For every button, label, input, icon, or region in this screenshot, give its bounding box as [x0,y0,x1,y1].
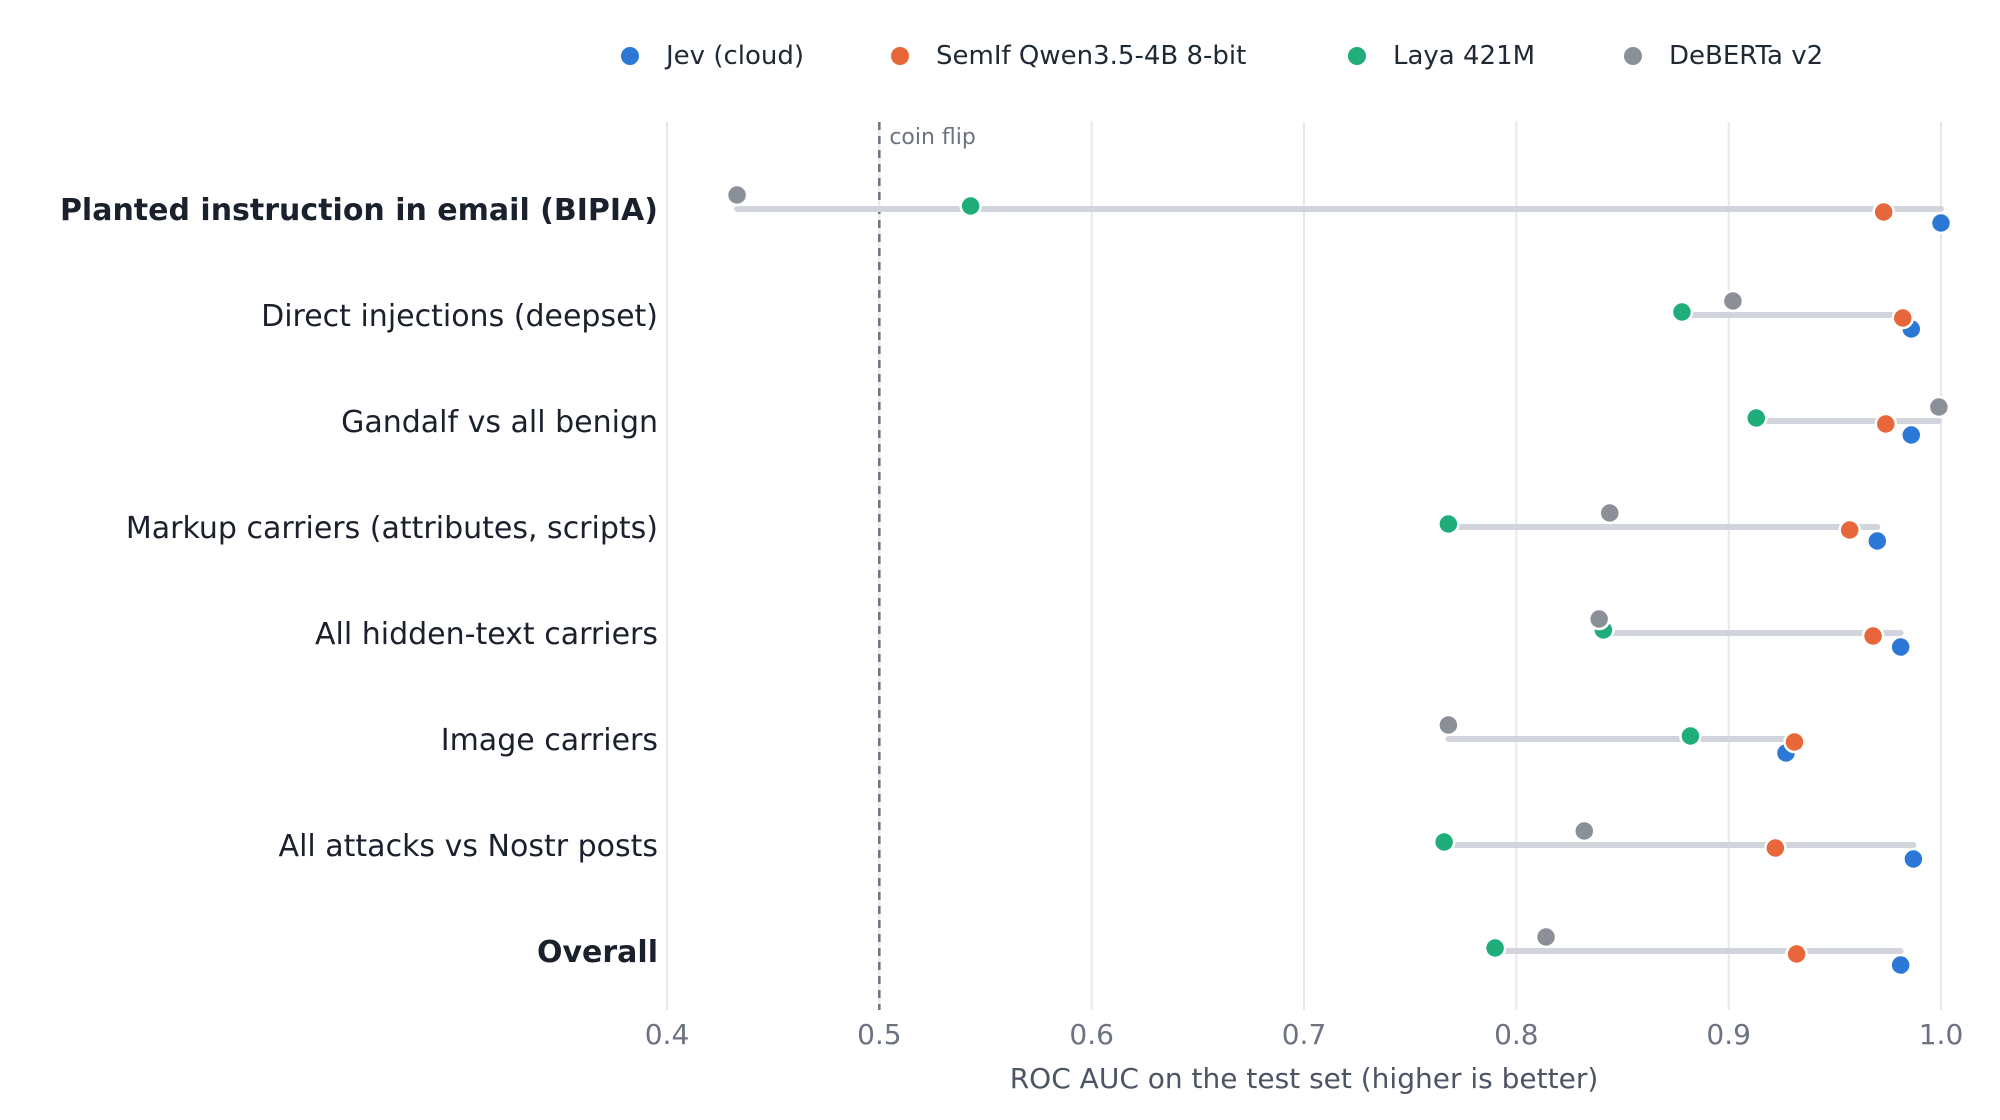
point-jev-cloud- [1900,423,1923,447]
point-semif-qwen3-5-4b-8-bit [1764,836,1787,860]
point-laya-421m [959,194,982,218]
point-semif-qwen3-5-4b-8-bit [1861,624,1885,648]
point-semif-qwen3-5-4b-8-bit [1872,200,1895,224]
point-deberta-v2 [1721,289,1745,313]
x-tick-label: 0.9 [1706,1018,1751,1051]
category-label: All attacks vs Nostr posts [279,829,658,864]
point-jev-cloud- [1866,529,1889,553]
point-laya-421m [1437,512,1460,536]
point-semif-qwen3-5-4b-8-bit [1838,518,1861,542]
x-tick-label: 0.6 [1069,1018,1114,1051]
legend-label: Jev (cloud) [664,41,804,71]
legend-marker [619,45,641,67]
legend-marker [1346,45,1368,67]
point-jev-cloud- [1902,847,1925,871]
legend: Jev (cloud) SemIf Qwen3.5-4B 8-bit Laya 42… [619,41,1823,71]
legend-item: DeBERTa v2 [1622,41,1823,71]
category-label: All hidden-text carriers [315,617,658,652]
point-semif-qwen3-5-4b-8-bit [1785,942,1808,966]
point-laya-421m [1679,724,1702,748]
category-label: Image carriers [441,723,658,758]
legend-label: SemIf Qwen3.5-4B 8-bit [936,41,1246,71]
point-jev-cloud- [1889,635,1912,659]
vertical-gridlines [666,122,1942,1010]
category-label: Gandalf vs all benign [341,405,658,440]
category-label: Overall [537,935,658,970]
x-axis-title: ROC AUC on the test set (higher is bette… [1010,1062,1599,1095]
legend-label: Laya 421M [1393,41,1535,71]
legend-label: DeBERTa v2 [1669,41,1823,71]
point-jev-cloud- [1889,953,1912,977]
point-deberta-v2 [1598,501,1622,525]
point-semif-qwen3-5-4b-8-bit [1783,730,1806,754]
legend-item: SemIf Qwen3.5-4B 8-bit [889,41,1246,71]
x-tick-label: 0.4 [645,1018,690,1051]
point-deberta-v2 [1927,395,1951,419]
point-deberta-v2 [725,183,749,207]
category-label: Direct injections (deepset) [261,299,658,334]
category-label: Planted instruction in email (BIPIA) [60,193,658,228]
point-deberta-v2 [1587,607,1611,631]
x-tick-label: 0.8 [1494,1018,1539,1051]
range-bars [734,206,1944,954]
point-laya-421m [1745,406,1768,430]
point-deberta-v2 [1437,713,1460,737]
category-labels: Planted instruction in email (BIPIA) Dire… [60,193,658,970]
point-laya-421m [1432,830,1456,854]
coin-flip-label: coin flip [889,125,976,150]
point-jev-cloud- [1929,211,1953,235]
legend-marker [1622,45,1644,67]
point-semif-qwen3-5-4b-8-bit [1891,306,1915,330]
legend-item: Laya 421M [1346,41,1535,71]
x-tick-label: 0.5 [857,1018,902,1051]
x-tick-label: 0.7 [1282,1018,1327,1051]
data-points [725,183,1953,977]
legend-marker [889,45,911,67]
point-laya-421m [1483,936,1507,960]
category-label: Markup carriers (attributes, scripts) [126,511,658,546]
point-deberta-v2 [1573,819,1596,843]
legend-item: Jev (cloud) [619,41,804,71]
x-tick-label: 1.0 [1919,1018,1964,1051]
point-laya-421m [1670,300,1694,324]
x-tick-labels: 0.4 0.5 0.6 0.7 0.8 0.9 1.0 [645,1018,1964,1051]
point-deberta-v2 [1534,925,1558,949]
point-semif-qwen3-5-4b-8-bit [1874,412,1898,436]
